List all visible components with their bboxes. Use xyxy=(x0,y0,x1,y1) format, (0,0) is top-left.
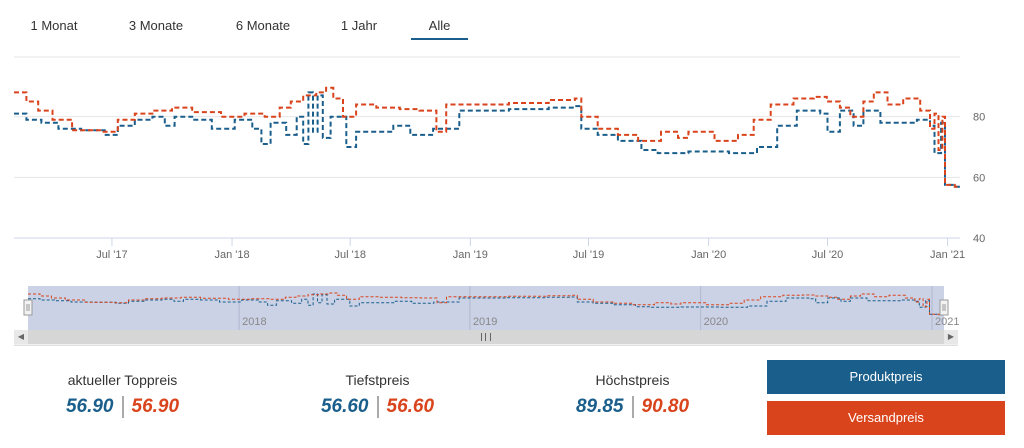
stat-value-versand: 90.80 xyxy=(641,396,690,418)
price-chart: 40 60 80 Jul '17 Jan '18 Jul '18 Jan '19 Jul '1… xyxy=(14,56,985,261)
handle-body xyxy=(23,299,33,316)
y-tick-label: 60 xyxy=(973,172,985,184)
navigator-year-label: 2018 xyxy=(242,316,266,328)
x-tick-label: Jan '21 xyxy=(930,249,965,261)
navigator-handle-right[interactable] xyxy=(939,299,949,316)
stat-label: Höchstpreis xyxy=(595,372,670,388)
chevron-left-icon[interactable]: ◀ xyxy=(14,330,28,344)
series-line-produktpreis xyxy=(14,91,960,188)
range-tab-6-monate[interactable]: 6 Monate xyxy=(235,18,291,33)
stat-label: aktueller Toppreis xyxy=(67,372,178,388)
x-tick-label: Jan '18 xyxy=(214,249,249,261)
navigator-year-label: 2019 xyxy=(473,316,497,328)
navigator-selection xyxy=(28,286,944,330)
stat-label: Tiefstpreis xyxy=(345,372,410,388)
stat-value-versand: 56.90 xyxy=(131,396,180,418)
stat-current-top-price: aktueller Toppreis 56.90 56.90 xyxy=(50,372,195,418)
legend-button-versandpreis[interactable]: Versandpreis xyxy=(767,401,1005,435)
navigator-year-label: 2020 xyxy=(704,316,728,328)
x-tick-label: Jul '20 xyxy=(812,249,843,261)
range-tab-1-jahr[interactable]: 1 Jahr xyxy=(340,18,378,33)
x-tick-label: Jan '20 xyxy=(691,249,726,261)
series-line-versandpreis xyxy=(14,86,960,188)
range-tab-alle[interactable]: Alle xyxy=(411,14,468,40)
x-tick-label: Jul '17 xyxy=(96,249,127,261)
handle-body xyxy=(939,299,949,316)
x-tick-label: Jul '18 xyxy=(334,249,365,261)
stat-separator xyxy=(631,396,634,418)
navigator-year-label: 2021 xyxy=(935,316,959,328)
stat-value-produkt: 56.90 xyxy=(65,396,114,418)
navigator-series-produktpreis xyxy=(28,293,944,316)
x-tick-label: Jan '19 xyxy=(453,249,488,261)
stat-value-produkt: 56.60 xyxy=(320,396,369,418)
scrollbar-thumb[interactable] xyxy=(28,330,944,344)
stat-lowest-price: Tiefstpreis 56.60 56.60 xyxy=(305,372,450,418)
navigator-handle-left[interactable] xyxy=(23,299,33,316)
y-tick-label: 40 xyxy=(973,233,985,245)
range-tab-3-monate[interactable]: 3 Monate xyxy=(128,18,184,33)
chevron-right-icon[interactable]: ▶ xyxy=(944,330,958,344)
stat-highest-price: Höchstpreis 89.85 90.80 xyxy=(560,372,705,418)
grip-icon xyxy=(481,333,491,341)
legend-button-produktpreis[interactable]: Produktpreis xyxy=(767,360,1005,394)
stat-separator xyxy=(121,396,124,418)
range-tab-1-monat[interactable]: 1 Monat xyxy=(30,18,78,33)
navigator-series-versandpreis xyxy=(28,292,944,316)
y-tick-label: 80 xyxy=(973,112,985,124)
navigator-chart[interactable]: 2018 2019 2020 2021 xyxy=(0,286,1024,330)
stat-value-versand: 56.60 xyxy=(386,396,435,418)
stat-value-produkt: 89.85 xyxy=(575,396,624,418)
range-selector: 1 Monat 3 Monate 6 Monate 1 Jahr Alle xyxy=(0,0,1024,48)
stat-separator xyxy=(376,396,379,418)
x-tick-label: Jul '19 xyxy=(573,249,604,261)
